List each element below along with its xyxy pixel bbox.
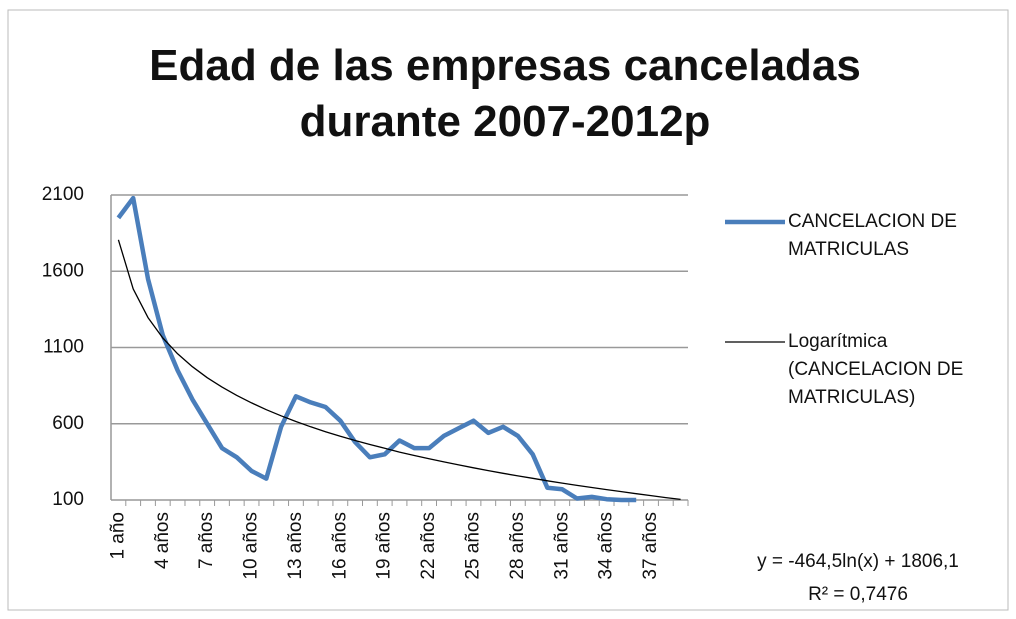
x-tick-label: 16 años bbox=[329, 512, 350, 580]
series-line bbox=[116, 195, 637, 503]
x-tick-label: 4 años bbox=[152, 512, 173, 569]
y-tick-label: 1100 bbox=[43, 337, 84, 358]
y-tick-label: 2100 bbox=[42, 184, 84, 205]
legend-label: Logarítmica (CANCELACION DE MATRICULAS) bbox=[788, 331, 964, 408]
x-tick-label: 25 años bbox=[462, 512, 483, 580]
x-tick-label: 7 años bbox=[196, 512, 217, 569]
y-tick-label: 1600 bbox=[42, 260, 84, 281]
x-tick-label: 34 años bbox=[596, 512, 617, 580]
chart-frame bbox=[7, 9, 1009, 611]
series-line bbox=[117, 239, 681, 501]
x-tick-label: 19 años bbox=[374, 512, 395, 580]
x-tick-label: 1 año bbox=[107, 512, 128, 560]
x-tick-label: 22 años bbox=[418, 512, 439, 580]
x-tick-label: 10 años bbox=[241, 512, 262, 580]
y-tick-label: 600 bbox=[52, 413, 84, 434]
x-tick-label: 37 años bbox=[640, 512, 661, 580]
legend-label: CANCELACION DE MATRICULAS bbox=[788, 211, 957, 260]
y-tick-label: 100 bbox=[52, 489, 84, 510]
x-tick-label: 28 años bbox=[507, 512, 528, 580]
x-tick-label: 13 años bbox=[285, 512, 306, 580]
annotation: y = -464,5ln(x) + 1806,1 bbox=[757, 551, 959, 572]
chart-title: Edad de las empresas canceladas durante … bbox=[149, 41, 861, 146]
x-tick-label: 31 años bbox=[551, 512, 572, 580]
annotation: R² = 0,7476 bbox=[808, 584, 908, 605]
